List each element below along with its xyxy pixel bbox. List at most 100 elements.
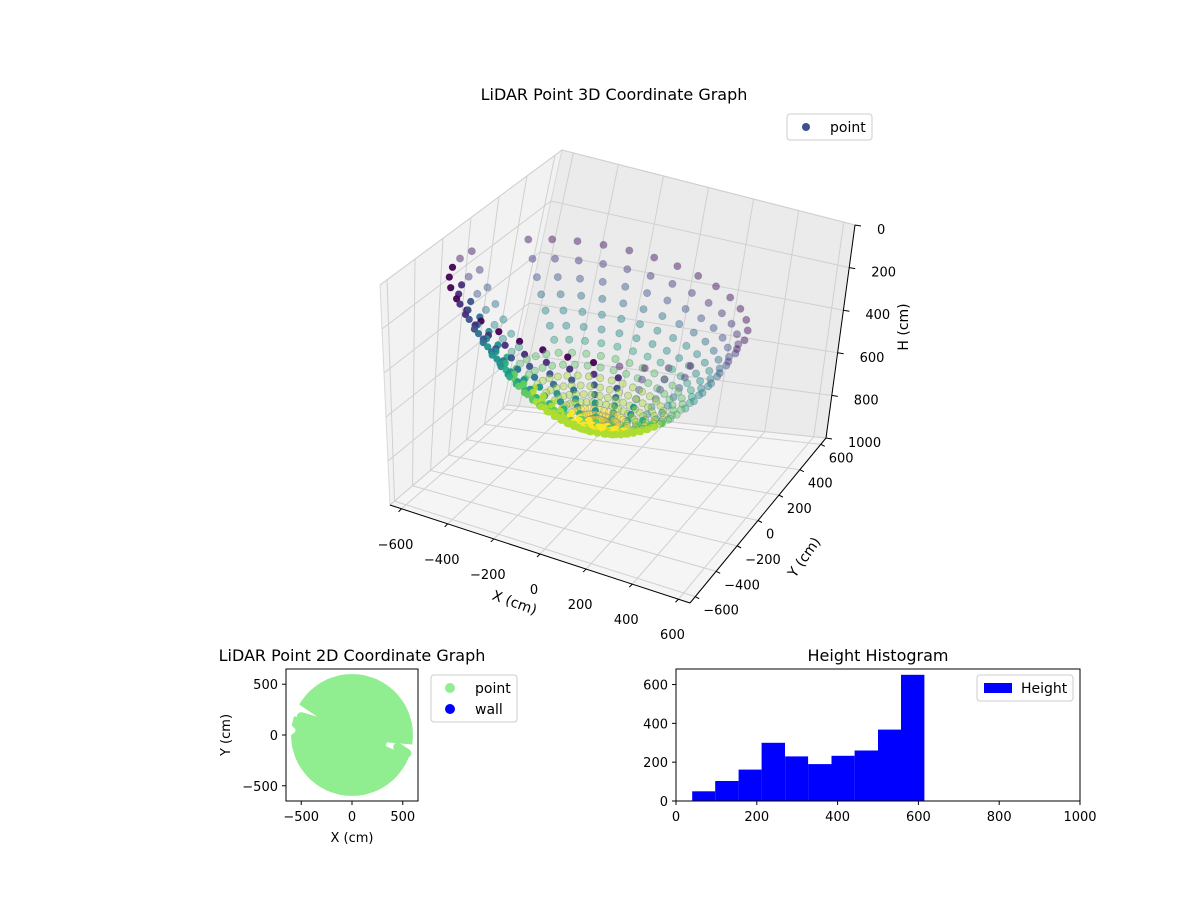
data-point xyxy=(566,399,575,408)
data-point xyxy=(707,379,716,388)
x-tick xyxy=(398,508,402,513)
data-point xyxy=(725,352,734,361)
data-point xyxy=(683,379,692,388)
data-point xyxy=(609,409,617,417)
data-point xyxy=(579,390,588,399)
data-point xyxy=(614,404,623,413)
data-point xyxy=(546,385,555,394)
data-point xyxy=(564,353,572,361)
histogram-bar xyxy=(738,769,762,801)
data-point xyxy=(531,373,539,381)
data-point xyxy=(515,382,523,390)
data-point xyxy=(638,387,647,396)
data-point xyxy=(590,370,598,378)
grid-line-y-wall xyxy=(386,279,395,502)
data-point xyxy=(734,340,743,349)
data-point xyxy=(591,399,599,407)
data-point xyxy=(515,343,524,352)
data-point xyxy=(640,364,649,373)
data-point xyxy=(574,403,582,411)
data-point xyxy=(717,309,726,318)
data-point xyxy=(660,375,669,384)
z-tick xyxy=(837,352,844,355)
grid-line-y xyxy=(484,423,800,471)
y-tick-label: 0 xyxy=(270,729,278,744)
y-tick-label: 500 xyxy=(253,678,278,693)
data-point xyxy=(709,346,718,355)
data-point xyxy=(611,402,619,410)
x-tick-label: 0 xyxy=(348,810,356,825)
data-point xyxy=(600,406,609,415)
data-point xyxy=(684,361,693,370)
data-point xyxy=(574,256,583,265)
data-point xyxy=(615,329,624,338)
data-point xyxy=(648,340,657,349)
data-point xyxy=(597,310,606,319)
data-point xyxy=(586,382,595,391)
y-tick xyxy=(736,545,742,549)
data-point xyxy=(643,289,652,298)
data-point xyxy=(663,401,672,410)
data-point xyxy=(694,271,703,280)
grid-line-x-wall xyxy=(715,198,755,427)
data-point xyxy=(644,379,653,388)
grid-line-z xyxy=(381,200,850,330)
data-point xyxy=(673,262,682,271)
data-point xyxy=(644,403,653,412)
data-point xyxy=(583,361,592,370)
data-point xyxy=(563,371,572,380)
y-tick xyxy=(695,596,700,600)
y-tick-label: 400 xyxy=(643,717,668,732)
grid-line-y xyxy=(448,454,759,521)
grid-line-y xyxy=(466,439,780,496)
histogram-bar xyxy=(901,674,925,801)
data-point xyxy=(464,272,473,281)
data-point xyxy=(635,385,644,394)
data-point xyxy=(665,395,674,404)
x-tick-label: −600 xyxy=(378,538,414,553)
grid-line-y-wall xyxy=(412,259,416,486)
data-point xyxy=(570,386,578,394)
grid-line-y-wall xyxy=(448,217,472,456)
x-tick-label: 200 xyxy=(568,598,593,613)
data-point xyxy=(568,376,576,384)
grid-line-y-wall xyxy=(502,155,556,409)
data-point xyxy=(704,382,713,391)
data-point xyxy=(602,400,611,409)
y-tick xyxy=(757,520,763,523)
grid-line-y-wall xyxy=(430,238,444,471)
data-point xyxy=(582,397,591,406)
data-point xyxy=(642,426,651,434)
histogram-ticks: 0 200 400 600 800 1000 0 200 400 600 xyxy=(643,679,1096,825)
data-point xyxy=(589,359,598,367)
data-point xyxy=(651,394,660,403)
2d-plot-title: LiDAR Point 2D Coordinate Graph xyxy=(219,646,486,665)
data-point xyxy=(658,312,667,321)
grid-line-z xyxy=(385,302,838,418)
data-point xyxy=(481,305,490,314)
data-point xyxy=(733,330,742,339)
data-point xyxy=(445,273,453,281)
data-point xyxy=(573,371,582,380)
z-tick-label: 800 xyxy=(854,393,879,408)
3d-zlabel: H (cm) xyxy=(896,303,912,350)
data-point xyxy=(668,381,677,390)
data-point xyxy=(689,328,698,337)
data-point xyxy=(599,240,608,249)
data-point xyxy=(718,333,727,342)
data-point xyxy=(507,354,515,362)
data-point xyxy=(619,407,628,416)
data-point xyxy=(676,405,685,414)
data-point xyxy=(637,428,645,436)
x-tick-label: −200 xyxy=(470,568,506,583)
data-point xyxy=(675,354,684,363)
y-tick-label: 200 xyxy=(643,756,668,771)
data-point xyxy=(537,290,546,299)
data-point xyxy=(653,326,662,335)
data-point xyxy=(632,334,641,343)
data-point xyxy=(538,376,547,385)
histogram-bar xyxy=(761,742,785,801)
data-point xyxy=(582,349,591,358)
data-point xyxy=(653,384,662,393)
z-tick xyxy=(825,437,833,440)
